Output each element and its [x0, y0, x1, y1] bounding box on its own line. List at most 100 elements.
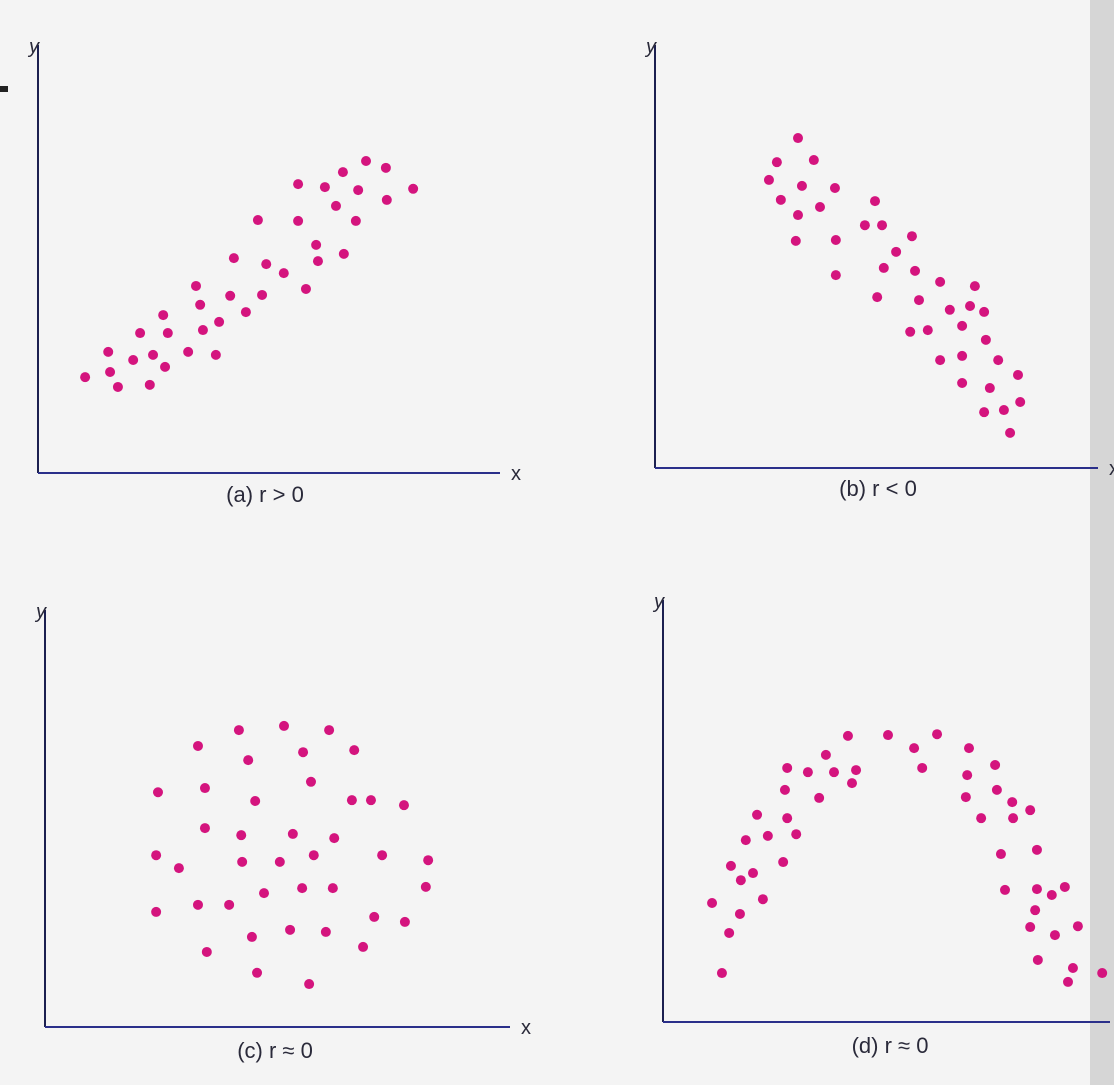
point — [358, 941, 369, 952]
point — [408, 183, 419, 194]
point — [980, 334, 991, 345]
point — [872, 292, 883, 303]
point — [300, 283, 311, 294]
point — [757, 894, 768, 905]
point — [152, 787, 163, 798]
point — [324, 725, 335, 736]
point — [259, 888, 270, 899]
point — [329, 833, 340, 844]
point — [1015, 397, 1026, 408]
y-axis-label: y — [27, 36, 40, 58]
point — [346, 795, 357, 806]
point — [80, 372, 91, 383]
point — [965, 300, 976, 311]
point — [991, 784, 1002, 795]
point — [1049, 930, 1060, 941]
point — [725, 860, 736, 871]
point — [338, 248, 349, 259]
point — [740, 835, 751, 846]
point — [820, 749, 831, 760]
point — [734, 908, 745, 919]
point — [162, 328, 173, 339]
point — [984, 383, 995, 394]
point — [748, 868, 758, 879]
point — [782, 813, 793, 824]
point — [285, 924, 296, 935]
point — [173, 863, 184, 874]
point — [842, 730, 853, 741]
point — [847, 778, 857, 789]
point — [993, 355, 1004, 366]
point — [979, 306, 990, 317]
point — [1000, 884, 1010, 895]
point — [976, 813, 987, 824]
point — [830, 270, 841, 281]
point — [237, 856, 248, 867]
point — [735, 875, 746, 886]
point — [278, 268, 289, 279]
point — [293, 215, 304, 226]
point — [1046, 889, 1057, 900]
point — [279, 720, 290, 731]
point — [1063, 976, 1073, 987]
point — [914, 295, 924, 306]
point — [380, 162, 391, 173]
point — [778, 857, 789, 868]
point — [957, 350, 968, 361]
point — [990, 760, 1001, 771]
point — [240, 307, 251, 318]
point — [158, 310, 169, 321]
point — [337, 167, 348, 178]
point — [995, 849, 1006, 860]
point — [935, 355, 946, 366]
point — [214, 316, 225, 327]
point — [960, 792, 971, 803]
point — [752, 809, 763, 820]
point — [353, 185, 364, 196]
point — [1031, 844, 1042, 855]
point — [128, 355, 139, 366]
point — [191, 280, 202, 291]
point — [192, 740, 203, 751]
point — [716, 968, 727, 979]
x-axis-label: x — [1109, 458, 1114, 480]
point — [763, 174, 774, 185]
point — [199, 783, 210, 794]
point — [891, 246, 902, 257]
y-axis-label: y — [652, 591, 665, 613]
caption: (c) r ≈ 0 — [237, 1038, 313, 1063]
point — [808, 155, 819, 166]
point — [851, 765, 862, 776]
point — [293, 179, 304, 190]
point — [369, 911, 380, 922]
point — [420, 881, 431, 892]
point — [830, 235, 841, 246]
point — [1032, 954, 1043, 965]
point — [979, 407, 990, 418]
point — [814, 792, 825, 803]
point — [135, 328, 146, 339]
point — [1008, 813, 1019, 824]
point — [305, 776, 316, 787]
point — [361, 155, 372, 166]
point — [1030, 905, 1041, 916]
point — [870, 196, 880, 207]
point — [225, 290, 236, 301]
point — [195, 299, 206, 310]
point — [969, 281, 980, 292]
point — [261, 259, 272, 270]
point — [287, 828, 298, 839]
point — [771, 157, 782, 168]
point — [201, 946, 212, 957]
point — [707, 897, 718, 908]
point — [320, 926, 331, 937]
point — [160, 361, 171, 372]
point — [877, 220, 888, 231]
point — [210, 349, 221, 360]
point — [998, 405, 1009, 416]
point — [319, 182, 330, 193]
point — [257, 289, 268, 300]
point — [793, 210, 803, 221]
